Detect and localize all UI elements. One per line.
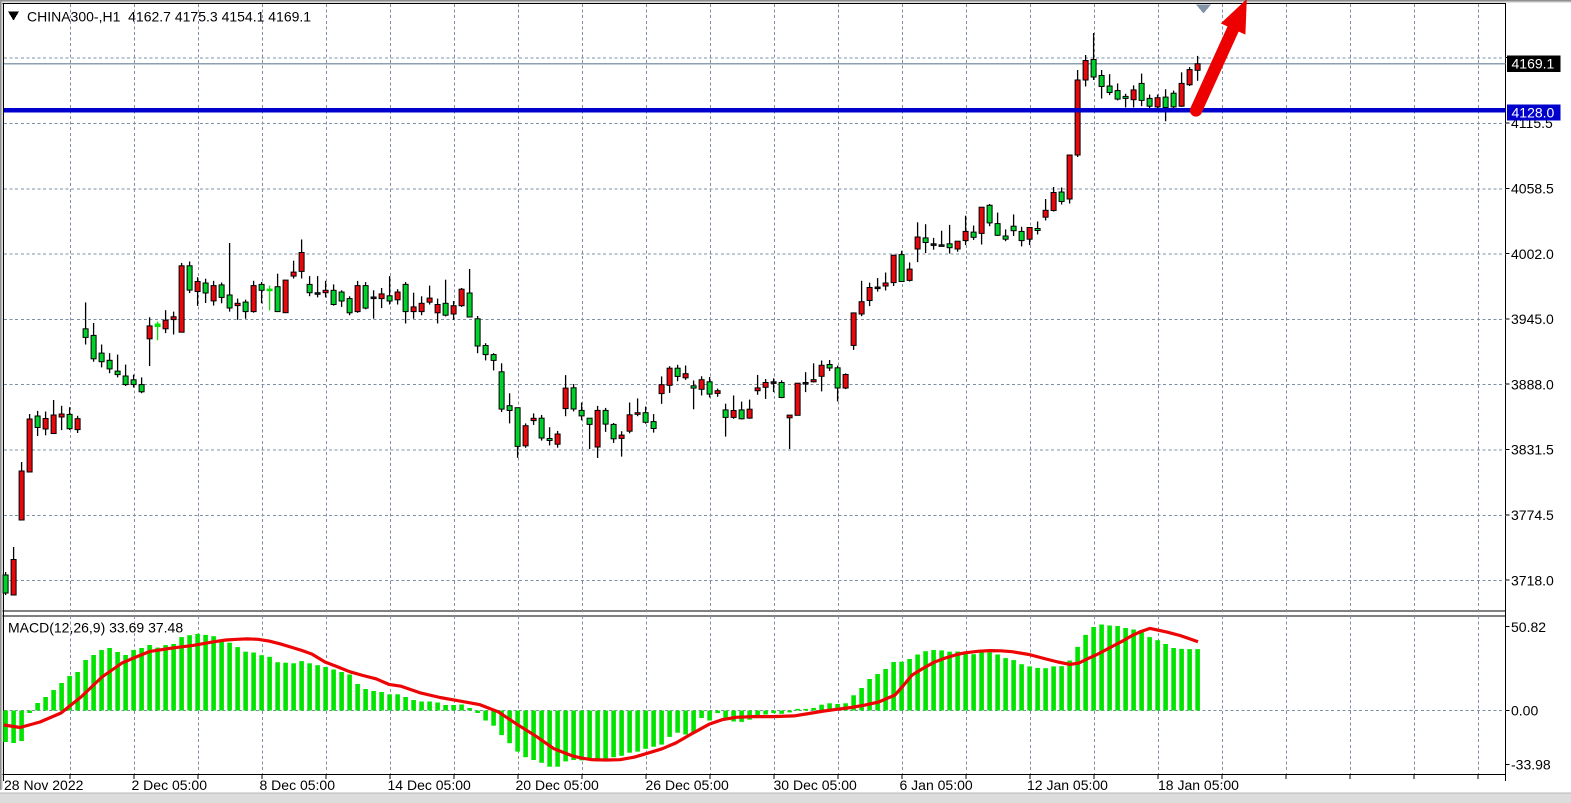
svg-text:0.00: 0.00 (1511, 703, 1538, 719)
svg-text:14 Dec 05:00: 14 Dec 05:00 (388, 777, 471, 793)
svg-text:-33.98: -33.98 (1511, 757, 1551, 773)
svg-text:4169.1: 4169.1 (1512, 56, 1555, 72)
svg-text:6 Jan 05:00: 6 Jan 05:00 (900, 777, 973, 793)
svg-text:8 Dec 05:00: 8 Dec 05:00 (260, 777, 336, 793)
svg-text:3888.0: 3888.0 (1511, 376, 1554, 392)
svg-text:50.82: 50.82 (1511, 619, 1546, 635)
svg-text:12 Jan 05:00: 12 Jan 05:00 (1027, 777, 1108, 793)
svg-text:4128.0: 4128.0 (1512, 105, 1555, 121)
svg-text:30 Dec 05:00: 30 Dec 05:00 (774, 777, 857, 793)
svg-text:MACD(12,26,9) 33.69 37.48: MACD(12,26,9) 33.69 37.48 (8, 620, 183, 636)
svg-text:CHINA300-,H1 4162.7 4175.3 41: CHINA300-,H1 4162.7 4175.3 4154.1 4169.1 (27, 9, 311, 25)
svg-text:2 Dec 05:00: 2 Dec 05:00 (132, 777, 208, 793)
svg-text:3831.5: 3831.5 (1511, 442, 1554, 458)
svg-text:4058.5: 4058.5 (1511, 181, 1554, 197)
svg-text:3718.0: 3718.0 (1511, 572, 1554, 588)
svg-text:26 Dec 05:00: 26 Dec 05:00 (646, 777, 729, 793)
svg-text:20 Dec 05:00: 20 Dec 05:00 (516, 777, 599, 793)
svg-text:3945.0: 3945.0 (1511, 311, 1554, 327)
svg-text:18 Jan 05:00: 18 Jan 05:00 (1158, 777, 1239, 793)
svg-text:28 Nov 2022: 28 Nov 2022 (4, 777, 84, 793)
svg-text:4002.0: 4002.0 (1511, 246, 1554, 262)
svg-text:3774.5: 3774.5 (1511, 507, 1554, 523)
